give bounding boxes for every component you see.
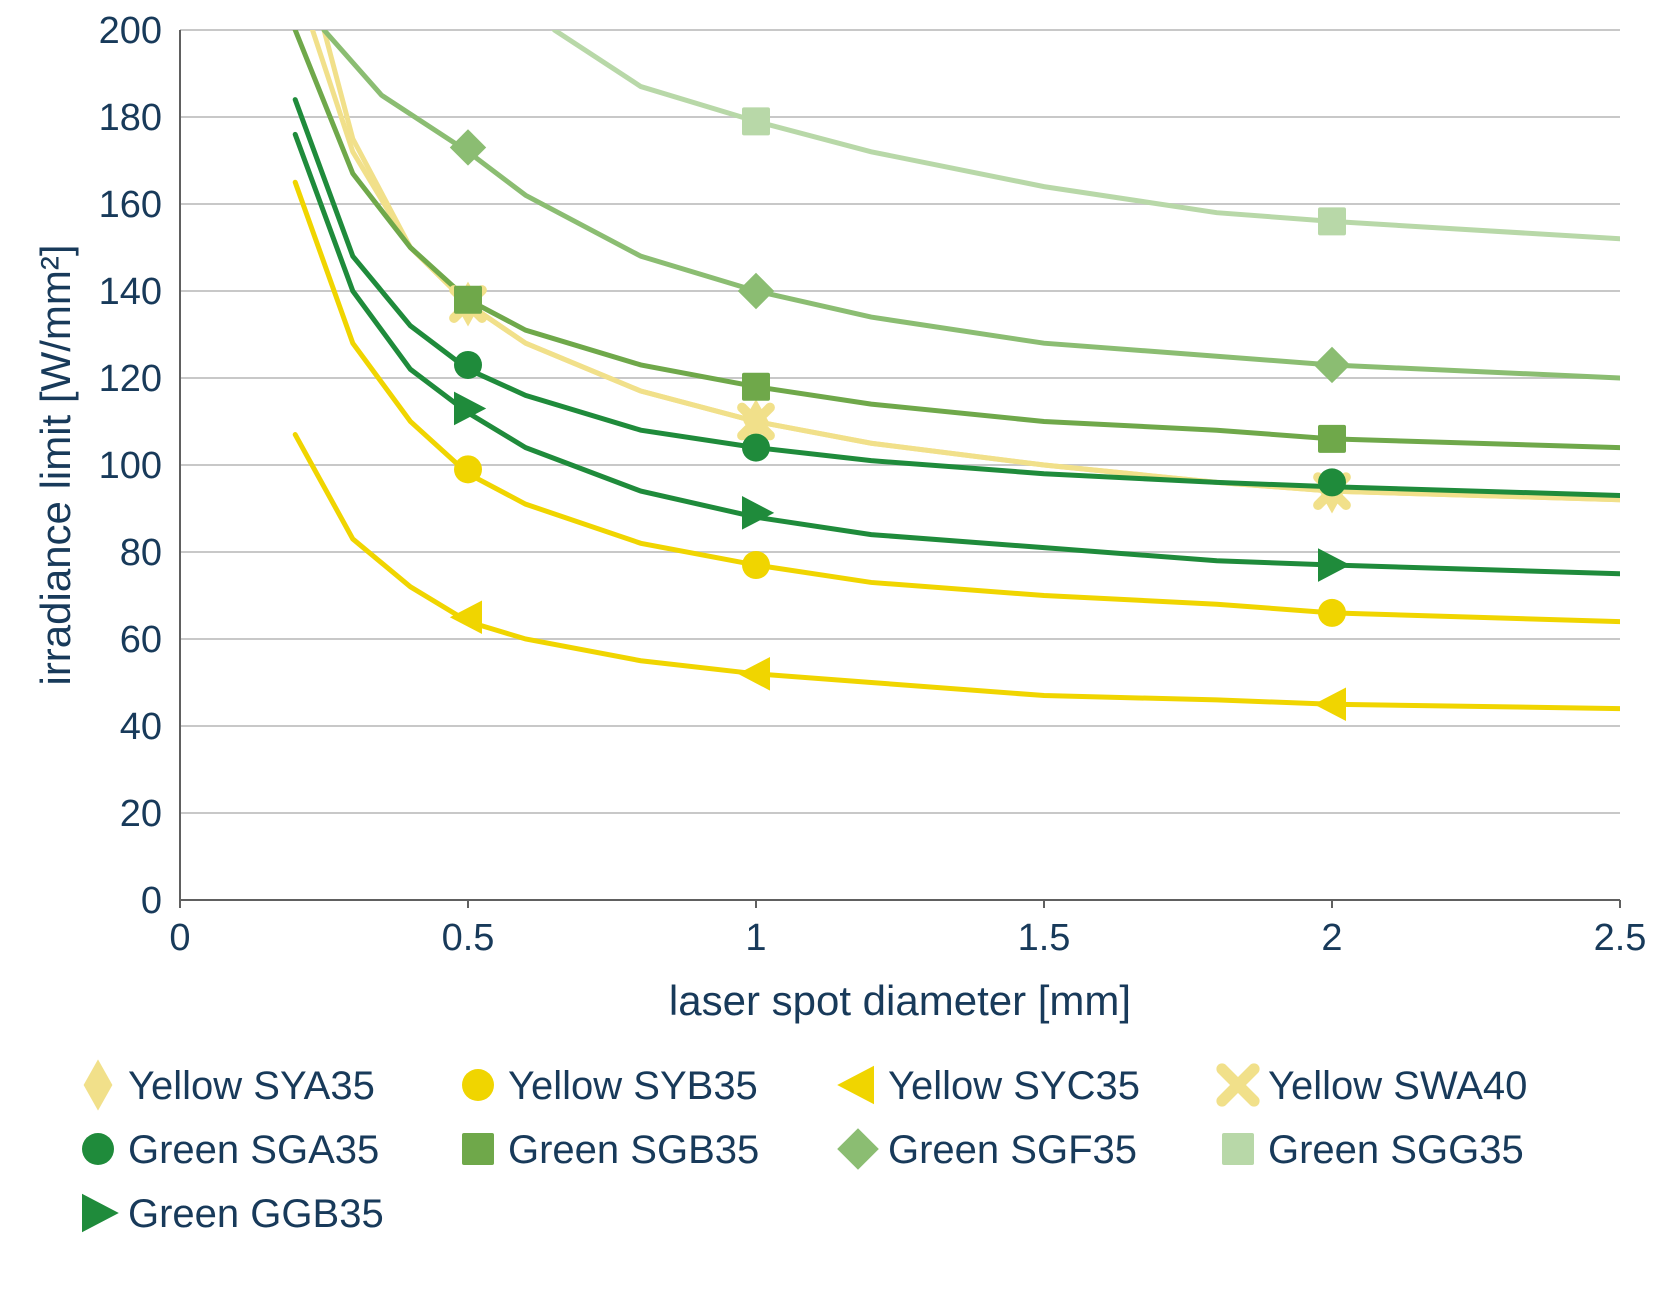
legend-label: Yellow SYC35 bbox=[888, 1064, 1140, 1108]
legend-label: Yellow SWA40 bbox=[1268, 1064, 1527, 1108]
legend-item-sya35: Yellow SYA35 bbox=[84, 1059, 375, 1110]
x-tick-label: 0 bbox=[169, 917, 190, 959]
y-tick-label: 40 bbox=[120, 706, 162, 748]
x-tick-label: 0.5 bbox=[442, 917, 495, 959]
legend-item-swa40: Yellow SWA40 bbox=[1222, 1064, 1527, 1108]
legend-label: Green SGG35 bbox=[1268, 1128, 1524, 1172]
x-tick-label: 2.5 bbox=[1594, 917, 1647, 959]
legend-label: Green SGA35 bbox=[128, 1128, 379, 1172]
legend-label: Yellow SYB35 bbox=[508, 1064, 758, 1108]
irradiance-chart: 0 20 40 60 80 100 120 140 160 180 200 0 0.5 1 1.5 2 2.5 i… bbox=[0, 0, 1680, 1310]
x-tick-label: 2 bbox=[1321, 917, 1342, 959]
y-tick-label: 0 bbox=[141, 880, 162, 922]
y-tick-label: 140 bbox=[99, 271, 162, 313]
y-tick-label: 200 bbox=[99, 10, 162, 52]
x-tick-label: 1.5 bbox=[1018, 917, 1071, 959]
y-axis-label: irradiance limit [W/mm²] bbox=[32, 244, 79, 685]
legend-item-ggb35: Green GGB35 bbox=[82, 1192, 384, 1236]
x-tick-label: 1 bbox=[745, 917, 766, 959]
y-tick-label: 160 bbox=[99, 184, 162, 226]
x-axis-label: laser spot diameter [mm] bbox=[669, 977, 1131, 1024]
y-tick-label: 180 bbox=[99, 97, 162, 139]
y-tick-label: 20 bbox=[120, 793, 162, 835]
legend-label: Yellow SYA35 bbox=[128, 1064, 375, 1108]
legend-item-sgg35: Green SGG35 bbox=[1222, 1128, 1524, 1172]
chart-bg bbox=[0, 0, 1680, 1310]
y-tick-label: 120 bbox=[99, 358, 162, 400]
y-tick-label: 80 bbox=[120, 532, 162, 574]
legend-label: Green SGB35 bbox=[508, 1128, 759, 1172]
legend-label: Green SGF35 bbox=[888, 1128, 1137, 1172]
legend-label: Green GGB35 bbox=[128, 1192, 384, 1236]
y-tick-label: 100 bbox=[99, 445, 162, 487]
y-tick-label: 60 bbox=[120, 619, 162, 661]
